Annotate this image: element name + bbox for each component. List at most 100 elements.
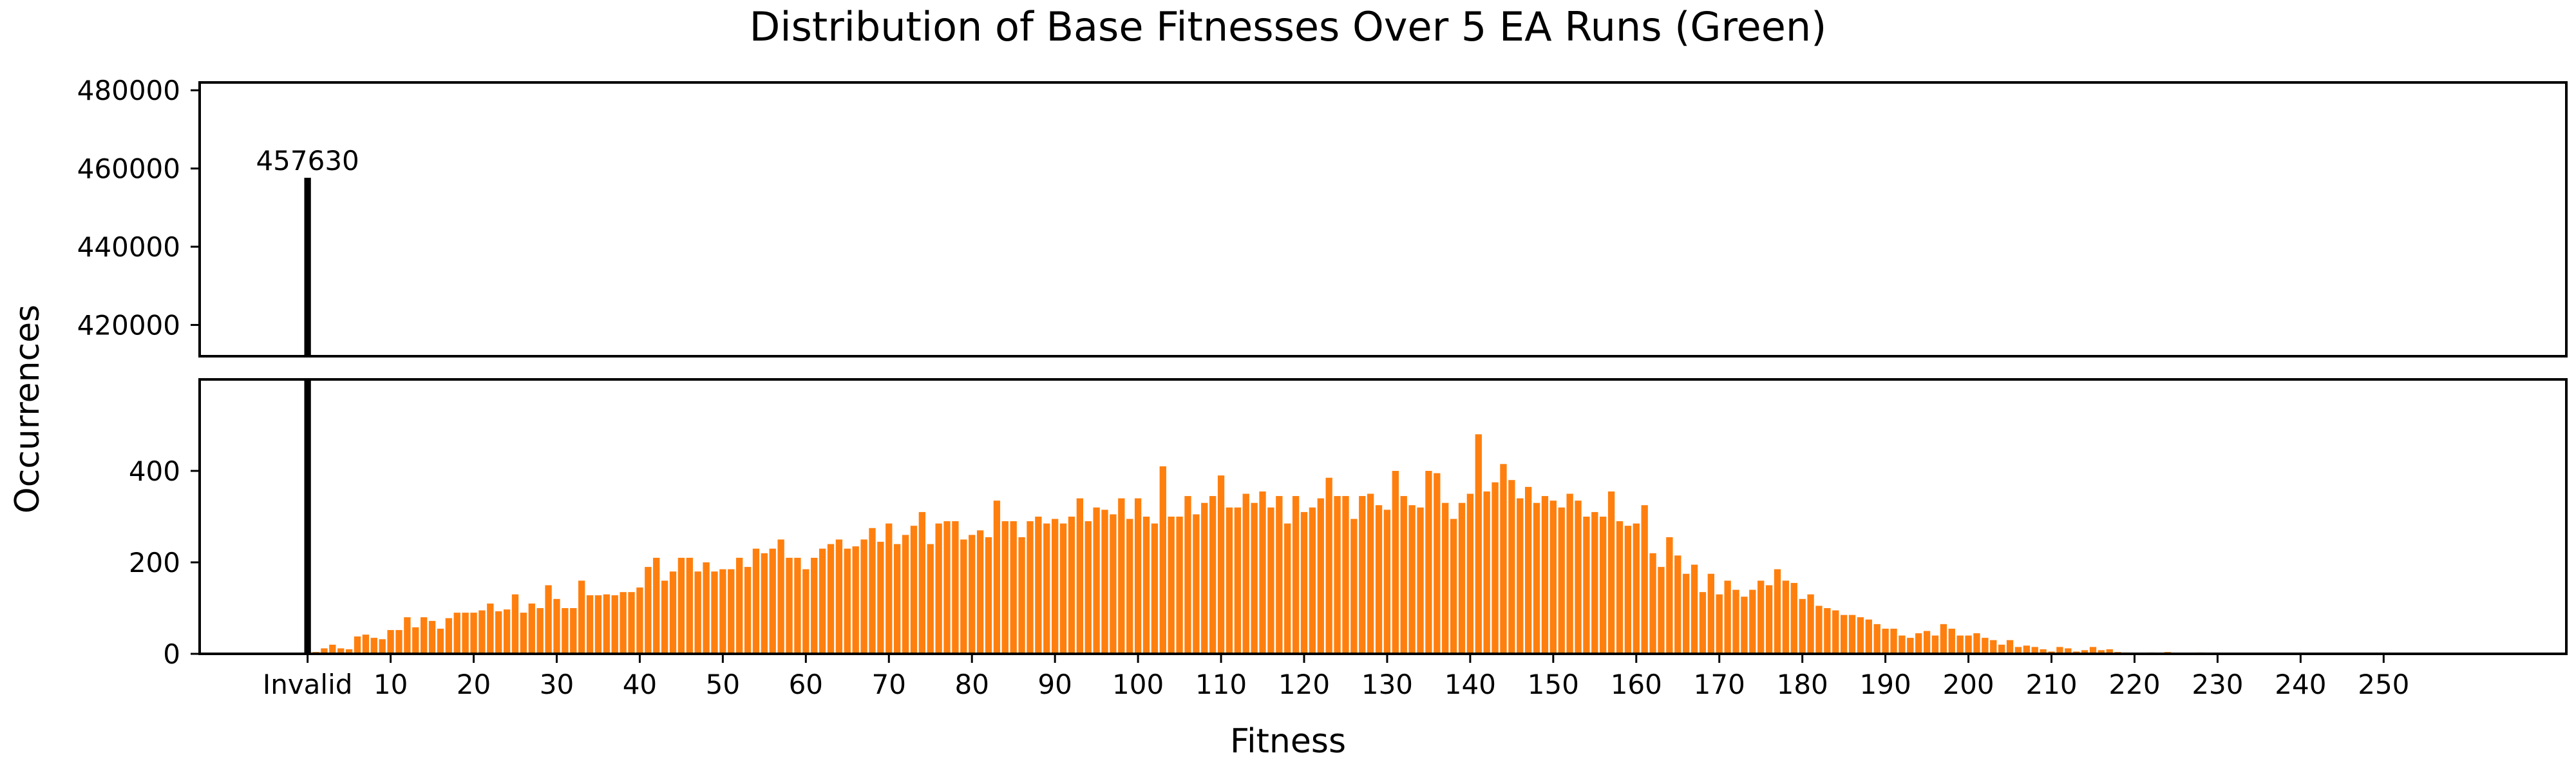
x-axis-label: Fitness [1230,722,1346,761]
histogram-bar [1059,523,1067,654]
histogram-bar [1450,519,1457,654]
histogram-bar [1052,519,1059,654]
histogram-bar [1217,475,1225,654]
histogram-bar [1699,592,1707,654]
histogram-bar [1882,628,1889,654]
histogram-bar [1068,517,1075,654]
histogram-bar [620,592,627,654]
histogram-bar [1641,505,1648,654]
histogram-bar [827,544,835,654]
x-tick-label: 100 [1112,669,1164,700]
histogram-bar [2031,647,2038,654]
y-tick-label: 480000 [77,75,180,106]
histogram-bar [370,638,377,654]
histogram-bar [1558,507,1565,654]
histogram-bar [1666,537,1673,654]
histogram-bar [860,539,867,654]
histogram-bar [653,557,660,654]
y-tick-label: 0 [163,638,180,670]
histogram-bar [586,595,594,654]
x-tick-label: 40 [623,669,657,700]
histogram-bar [1848,615,1856,654]
histogram-bar [495,611,502,654]
histogram-bar [1757,580,1765,654]
invalid-value-label: 457630 [256,145,359,177]
histogram-bar [1259,491,1266,654]
histogram-bar [852,546,859,654]
histogram-bar [1824,608,1831,654]
histogram-bar [1134,498,1142,654]
histogram-bar [1508,480,1515,654]
histogram-bar [1168,517,1175,654]
histogram-bar [1350,519,1358,654]
histogram-bar [1110,514,1117,654]
histogram-bar [337,648,345,654]
histogram-bar [819,548,826,654]
histogram-bar [1317,498,1324,654]
histogram-bar [1607,491,1615,654]
histogram-bar [562,608,569,654]
histogram-bar [1118,498,1125,654]
histogram-bar [1475,434,1482,654]
histogram-bar [927,544,934,654]
histogram-bar [728,569,735,654]
lower-panel: 0 200 400 Invalid 10 20 30 40 50 60 70 80 90 100 110 12… [129,378,2568,700]
histogram-bar [811,557,818,654]
x-tick-label: 70 [872,669,906,700]
histogram-bar [1591,511,1598,654]
histogram-bar [2081,650,2088,654]
histogram-bar [910,526,918,654]
histogram-bar [1284,523,1291,654]
histogram-bar [1649,553,1656,654]
histogram-bar [1342,496,1349,654]
histogram-bar [1616,521,1624,654]
histogram-bar [1790,582,1797,654]
histogram-bar [487,603,494,654]
histogram-bar [669,571,677,654]
histogram-bar [1492,482,1499,654]
histogram-bar [1334,496,1341,654]
histogram-bar [1982,638,1989,654]
x-tick-label: 140 [1444,669,1496,700]
histogram-bar [802,569,810,654]
histogram-bar [1965,635,1972,654]
histogram-bar [2089,647,2097,654]
histogram-bar [1865,619,1872,654]
histogram-bar [1873,624,1880,654]
histogram-bar [1583,517,1590,654]
upper-bars-group [304,177,311,356]
histogram-bar [2098,650,2105,654]
histogram-bar [703,562,710,654]
x-tick-label: 10 [374,669,408,700]
histogram-bar [503,609,511,654]
histogram-bar [1707,573,1714,654]
histogram-bar [1600,517,1607,654]
histogram-bar [1517,498,1524,654]
histogram-bar [2106,649,2113,654]
histogram-bar [985,537,992,654]
histogram-bar [387,630,394,654]
histogram-bar [645,567,652,654]
histogram-bar [761,553,768,654]
histogram-bar [886,523,893,654]
histogram-bar [1383,510,1391,654]
histogram-bar [1931,635,1939,654]
y-tick-label: 460000 [77,153,180,185]
histogram-bar [1683,573,1690,654]
histogram-bar [1749,589,1756,654]
histogram-bar [437,628,444,654]
histogram-bar [1425,471,1432,654]
histogram-bar [744,567,752,654]
histogram-bar [1001,521,1009,654]
histogram-bar [1973,633,1980,654]
histogram-bar [545,585,552,654]
histogram-bar [943,521,951,654]
histogram-bar [2056,647,2063,654]
histogram-bar [1948,628,1955,654]
invalid-bar-upper [304,177,311,356]
histogram-bar [412,627,419,654]
histogram-bar [1774,569,1781,654]
histogram-bar [786,557,793,654]
